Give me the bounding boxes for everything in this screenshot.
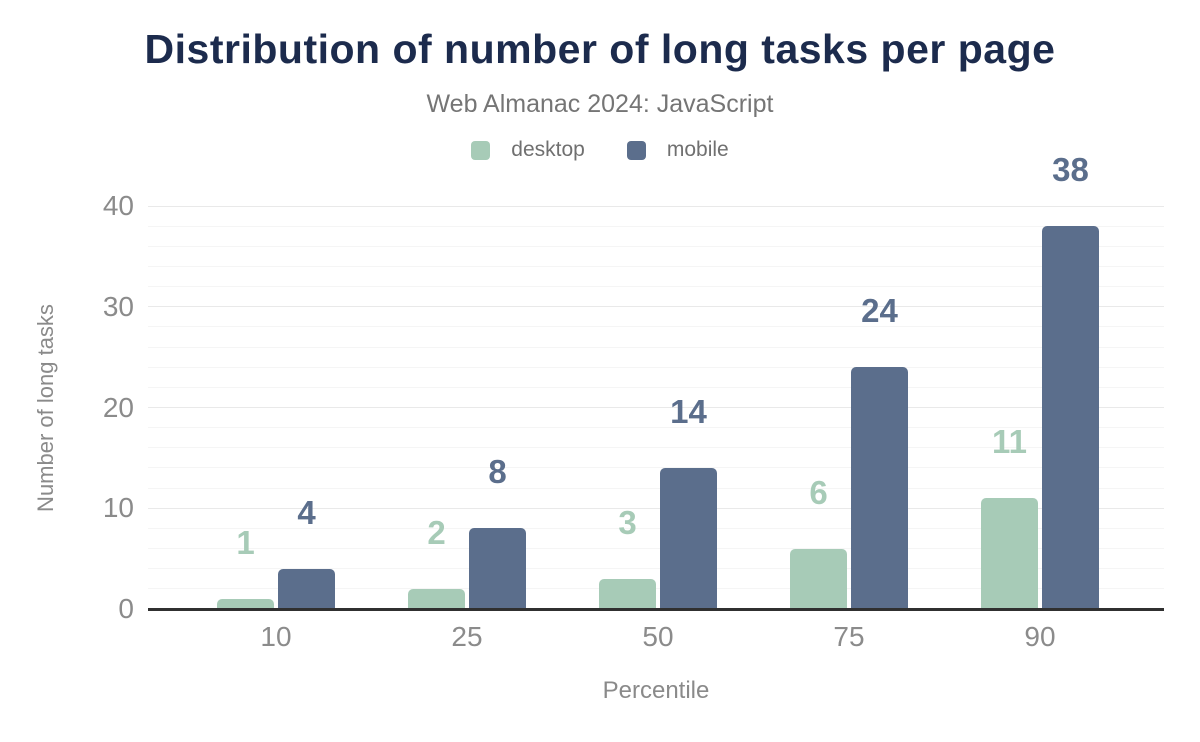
x-tick-label: 50 bbox=[642, 621, 674, 652]
chart-title: Distribution of number of long tasks per… bbox=[144, 26, 1056, 72]
chart-subtitle: Web Almanac 2024: JavaScript bbox=[426, 90, 774, 118]
legend: desktop mobile bbox=[0, 138, 1200, 162]
gridline-minor bbox=[148, 487, 1164, 489]
gridline-major bbox=[148, 407, 1164, 408]
bar-desktop-p50 bbox=[599, 578, 656, 609]
legend-label: desktop bbox=[511, 138, 585, 161]
bar-mobile-p50 bbox=[660, 467, 717, 609]
gridline-minor bbox=[148, 427, 1164, 429]
bar-desktop-p10 bbox=[217, 598, 274, 609]
bar-value-label: 1 bbox=[236, 523, 255, 561]
bar-value-label: 24 bbox=[861, 292, 898, 330]
bar-value-label: 6 bbox=[809, 473, 828, 511]
bar-value-label: 8 bbox=[488, 453, 507, 491]
x-tick-label: 90 bbox=[1024, 621, 1056, 652]
bar-mobile-p75 bbox=[851, 367, 908, 609]
x-tick-label: 10 bbox=[260, 621, 292, 652]
bar-desktop-p75 bbox=[790, 548, 847, 609]
legend-item-mobile[interactable]: mobile bbox=[626, 138, 729, 162]
gridline-major bbox=[148, 306, 1164, 308]
gridline-minor bbox=[148, 225, 1164, 227]
x-axis-title: Percentile bbox=[602, 677, 710, 704]
gridline-minor bbox=[148, 245, 1164, 247]
y-tick-label: 20 bbox=[102, 391, 134, 423]
gridline-minor bbox=[148, 467, 1164, 469]
bar-mobile-p90 bbox=[1042, 226, 1099, 609]
legend-item-desktop[interactable]: desktop bbox=[471, 138, 585, 162]
bar-value-label: 2 bbox=[427, 513, 446, 551]
gridline-minor bbox=[148, 286, 1164, 288]
y-tick-label: 10 bbox=[102, 492, 134, 524]
x-tick-label: 75 bbox=[833, 621, 865, 652]
legend-swatch-icon bbox=[471, 140, 491, 160]
gridline-minor bbox=[148, 326, 1164, 328]
bar-value-label: 11 bbox=[992, 423, 1027, 461]
gridline-minor bbox=[148, 386, 1164, 388]
y-axis-title: Number of long tasks bbox=[33, 303, 58, 512]
gridline-minor bbox=[148, 366, 1164, 368]
bar-value-label: 14 bbox=[670, 392, 707, 430]
legend-swatch-icon bbox=[626, 140, 646, 160]
gridline-major bbox=[148, 205, 1164, 207]
bar-mobile-p25 bbox=[469, 528, 526, 609]
x-tick-label: 25 bbox=[451, 621, 483, 652]
gridline-minor bbox=[148, 346, 1164, 348]
gridline-minor bbox=[148, 568, 1164, 570]
y-tick-label: 40 bbox=[102, 190, 134, 221]
bar-value-label: 4 bbox=[297, 493, 316, 531]
gridline-major bbox=[148, 507, 1164, 509]
y-tick-label: 0 bbox=[118, 593, 134, 624]
gridline-minor bbox=[148, 588, 1164, 590]
gridline-minor bbox=[148, 548, 1164, 550]
x-axis-line bbox=[148, 607, 1164, 611]
y-tick-label: 30 bbox=[102, 290, 134, 322]
gridline-minor bbox=[148, 527, 1164, 529]
legend-label: mobile bbox=[666, 138, 729, 161]
bar-desktop-p90 bbox=[981, 498, 1038, 609]
bar-mobile-p10 bbox=[278, 568, 335, 609]
bar-value-label: 3 bbox=[618, 503, 637, 541]
bar-desktop-p25 bbox=[408, 588, 465, 609]
gridline-minor bbox=[148, 447, 1164, 449]
gridline-minor bbox=[148, 265, 1164, 267]
bar-value-label: 38 bbox=[1052, 151, 1089, 189]
